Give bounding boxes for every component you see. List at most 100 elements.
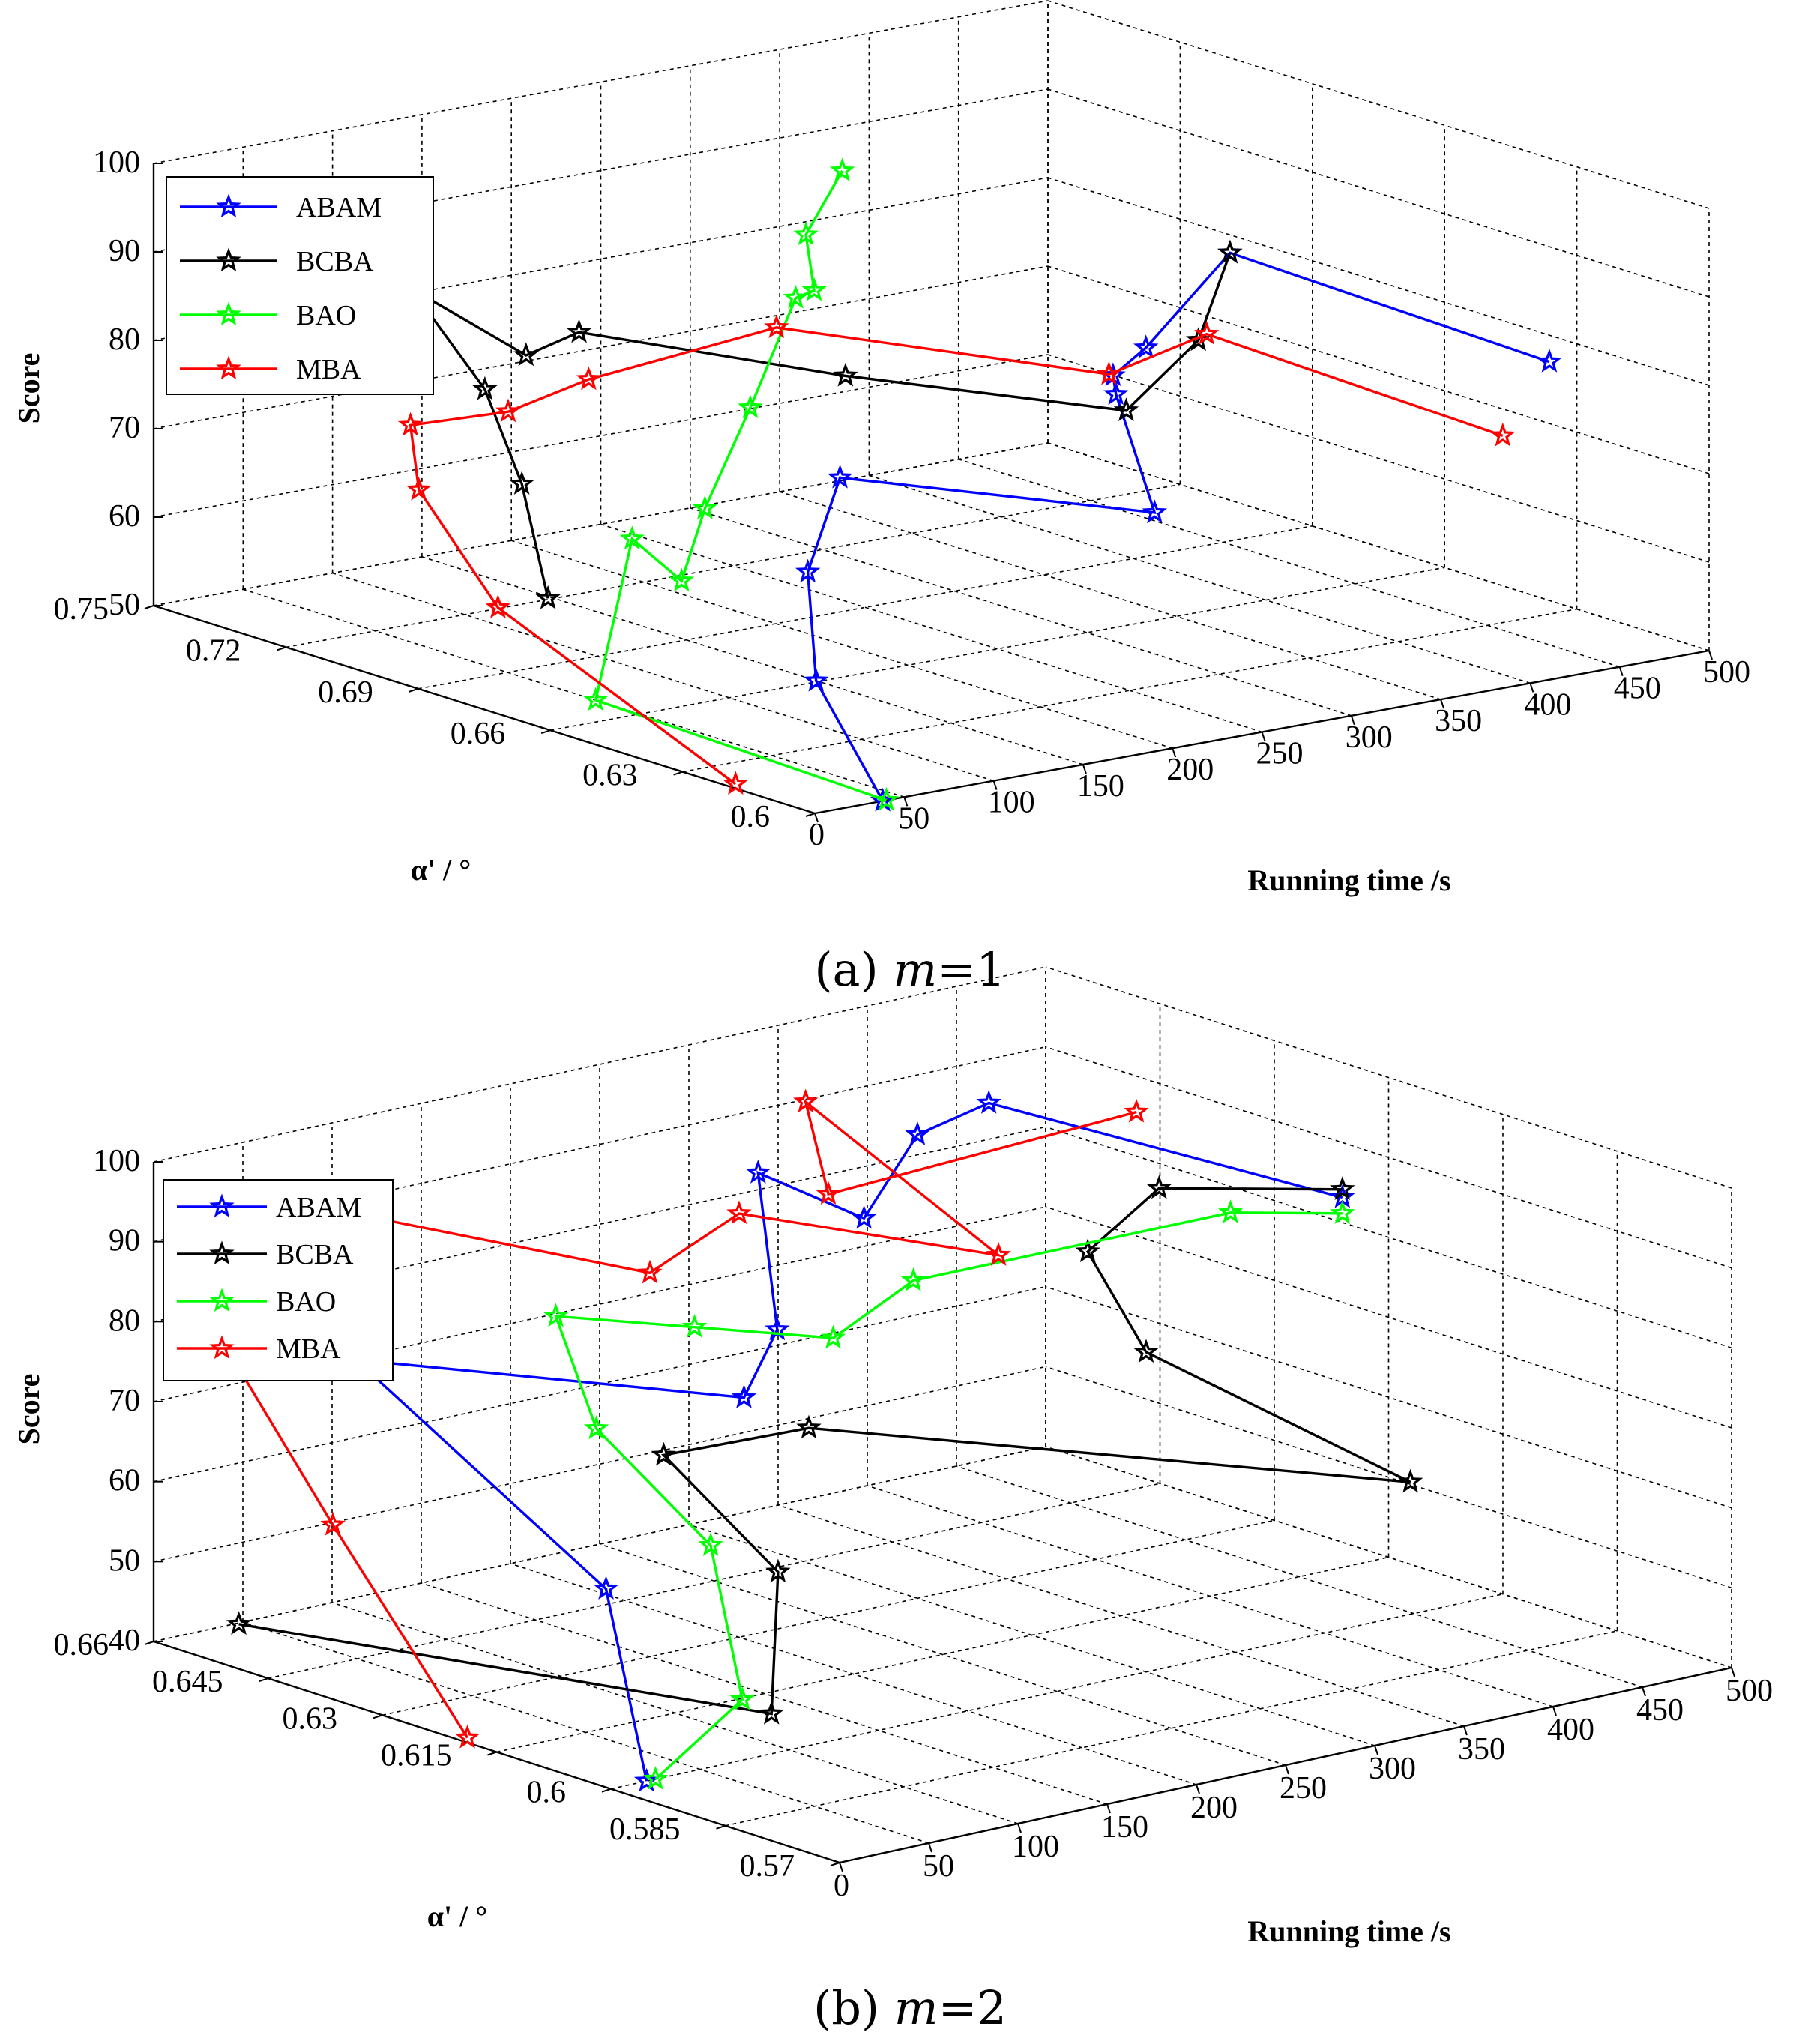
y-tick-label: 0.75 <box>54 592 109 627</box>
data-point-marker <box>566 319 592 343</box>
data-point-marker <box>1330 1176 1355 1200</box>
z-axis-title: Score <box>12 1374 46 1445</box>
series-bcba <box>226 1175 1423 1725</box>
data-point-marker <box>833 362 858 387</box>
x-tick-label: 450 <box>1614 672 1661 706</box>
x-tick-label: 150 <box>1101 1810 1148 1845</box>
y-tick <box>487 1751 497 1756</box>
data-point-marker <box>820 1324 846 1349</box>
legend-label: MBA <box>296 354 361 385</box>
axes: 0 50 100 150 200 250 300 350 400 450 500 0.57 0.585 0… <box>54 1144 1774 1903</box>
wall-gridline <box>1047 88 1710 298</box>
grid <box>153 0 1710 814</box>
y-tick-label: 0.57 <box>740 1849 795 1884</box>
legend-label: BAO <box>276 1286 336 1318</box>
data-point-marker <box>397 411 424 436</box>
x-tick <box>1172 747 1177 758</box>
data-point-marker <box>816 1181 841 1205</box>
series-bao <box>582 157 900 811</box>
data-point-marker <box>1397 1468 1423 1493</box>
floor-gridline <box>682 608 1577 773</box>
x-tick-label: 400 <box>1547 1713 1594 1747</box>
data-point-marker <box>582 687 609 711</box>
wall-gridline <box>1047 354 1710 563</box>
y-tick-label: 0.72 <box>186 633 241 668</box>
x-tick <box>1642 1686 1646 1697</box>
y-tick <box>409 687 419 693</box>
data-point-marker <box>1113 397 1139 421</box>
series-group <box>223 1088 1423 1792</box>
floor-gridline <box>956 1465 1643 1688</box>
x-tick-label: 300 <box>1369 1752 1416 1786</box>
data-point-marker <box>320 1511 346 1536</box>
floor-gridline <box>869 474 1531 684</box>
legend: ABAM BCBA BAO MBA <box>166 176 434 395</box>
z-tick-label: 50 <box>109 1543 140 1578</box>
x-tick-label: 100 <box>1012 1830 1059 1864</box>
x-tick-label: 50 <box>898 801 929 836</box>
series-line <box>594 170 887 802</box>
y-tick <box>259 1677 268 1683</box>
y-tick-label: 0.63 <box>283 1701 338 1736</box>
x-tick-label: 0 <box>834 1869 849 1903</box>
legend-entry-bcba: BCBA <box>180 246 374 277</box>
x-tick <box>1463 1725 1468 1736</box>
legend-marker <box>209 1335 235 1360</box>
series-abam <box>343 1089 1355 1792</box>
x-tick-label: 500 <box>1726 1674 1773 1708</box>
floor-gridline <box>418 525 1313 690</box>
data-point-marker <box>1217 1199 1244 1224</box>
wall-gridline <box>1045 966 1732 1189</box>
series-line <box>410 252 1232 599</box>
y-tick <box>601 1788 612 1793</box>
y-tick <box>277 646 286 651</box>
y-tick-label: 0.6 <box>527 1776 567 1810</box>
wall-gridline <box>1045 1206 1732 1429</box>
legend-entry-abam: ABAM <box>180 192 382 223</box>
floor-gridline <box>243 588 905 798</box>
data-point-marker <box>1490 422 1516 447</box>
data-point-marker <box>1537 349 1562 373</box>
data-point-marker <box>795 558 821 583</box>
x-tick <box>1106 1803 1111 1814</box>
wall-gridline <box>1045 1046 1732 1269</box>
legend-marker <box>209 1240 235 1265</box>
axes: 0 50 100 150 200 250 300 350 400 450 500 0.6 0.63 0.6… <box>54 145 1751 852</box>
x-tick <box>839 1862 843 1872</box>
data-point-marker <box>576 366 602 391</box>
series-group <box>397 157 1562 812</box>
series-line <box>238 1187 1411 1716</box>
data-point-marker <box>593 1576 619 1600</box>
data-point-marker <box>633 1767 660 1792</box>
data-point-marker <box>1185 327 1211 352</box>
legend-entries: ABAM BCBA BAO MBA <box>180 192 382 385</box>
x-tick-label: 200 <box>1166 753 1214 787</box>
y-tick-label: 0.63 <box>582 759 638 793</box>
x-axis-title: Running time /s <box>1247 1914 1450 1948</box>
data-point-marker <box>472 376 498 400</box>
x-tick <box>928 1842 932 1853</box>
z-tick-label: 40 <box>109 1624 140 1658</box>
z-tick-label: 60 <box>109 1464 140 1498</box>
floor-gridline <box>958 458 1620 668</box>
data-point-marker <box>793 1088 819 1113</box>
x-tick <box>1350 715 1355 726</box>
floor-gridline <box>286 483 1181 648</box>
legend-entry-mba: MBA <box>177 1333 341 1365</box>
series-line <box>806 251 1550 802</box>
wall-gridline <box>1047 442 1710 651</box>
y-tick-label: 0.69 <box>318 675 373 710</box>
wall-gridline <box>1045 1446 1732 1668</box>
y-tick-label: 0.66 <box>54 1628 109 1662</box>
data-point-marker <box>851 1205 877 1229</box>
floor-gridline <box>610 1593 1504 1790</box>
data-point-marker <box>873 787 900 811</box>
data-point-marker <box>1103 381 1129 406</box>
data-point-marker <box>1124 1098 1149 1123</box>
z-tick-label: 80 <box>109 322 140 357</box>
x-tick-label: 200 <box>1190 1791 1238 1825</box>
data-point-marker <box>583 1415 609 1440</box>
legend-entry-bcba: BCBA <box>177 1239 354 1270</box>
z-tick-label: 80 <box>109 1303 140 1338</box>
